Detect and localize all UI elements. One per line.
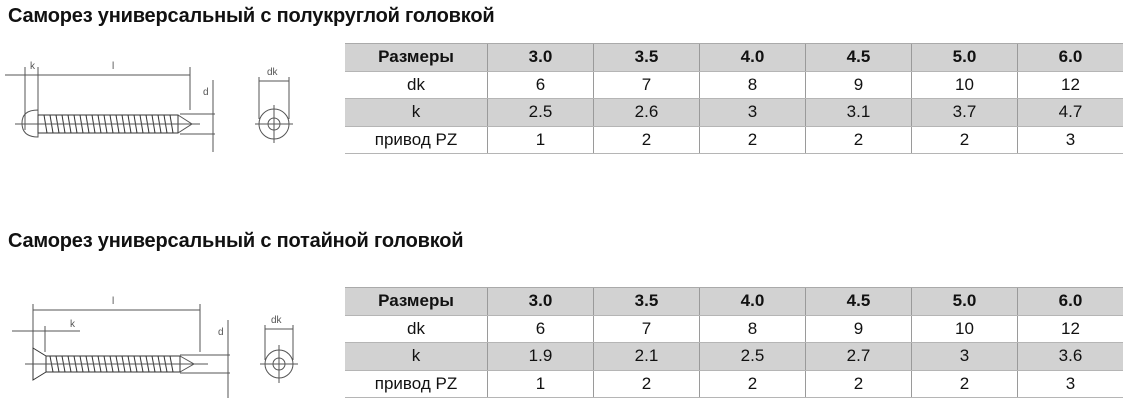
header-cell: 3.0 (487, 43, 594, 72)
cell: 3 (1017, 370, 1123, 398)
table-header-row: Размеры 3.0 3.5 4.0 4.5 5.0 6.0 (345, 43, 1123, 72)
cell: 1 (487, 126, 594, 154)
countersunk-screw-drawing: l k d dk (12, 296, 298, 398)
cell: 3 (699, 98, 806, 127)
table-row: привод PZ 1 2 2 2 2 3 (345, 126, 1123, 154)
cell: 8 (699, 71, 806, 99)
label-k: k (70, 319, 76, 330)
label-d: d (203, 87, 209, 98)
row-label: привод PZ (345, 126, 488, 154)
header-cell: Размеры (345, 287, 488, 316)
header-cell: 4.5 (805, 287, 912, 316)
section1-title: Саморез универсальный с полукруглой голо… (8, 5, 495, 27)
section2-title: Саморез универсальный с потайной головко… (8, 230, 464, 252)
header-cell: 6.0 (1017, 43, 1123, 72)
table-row: k 2.5 2.6 3 3.1 3.7 4.7 (345, 98, 1123, 127)
cell: 12 (1017, 71, 1123, 99)
cell: 10 (911, 71, 1018, 99)
header-cell: 4.0 (699, 43, 806, 72)
header-cell: 6.0 (1017, 287, 1123, 316)
cell: 2 (805, 126, 912, 154)
cell: 4.7 (1017, 98, 1123, 127)
cell: 9 (805, 71, 912, 99)
cell: 2.6 (593, 98, 700, 127)
cell: 2 (911, 126, 1018, 154)
label-l: l (112, 296, 114, 307)
cell: 10 (911, 315, 1018, 343)
header-cell: 4.5 (805, 43, 912, 72)
cell: 6 (487, 71, 594, 99)
table-row: k 1.9 2.1 2.5 2.7 3 3.6 (345, 342, 1123, 371)
cell: 8 (699, 315, 806, 343)
row-label: привод PZ (345, 370, 488, 398)
cell: 2 (593, 370, 700, 398)
cell: 3.6 (1017, 342, 1123, 371)
table-row: dk 6 7 8 9 10 12 (345, 71, 1123, 99)
row-label: k (345, 98, 488, 127)
header-cell: 3.5 (593, 287, 700, 316)
cell: 3 (1017, 126, 1123, 154)
cell: 12 (1017, 315, 1123, 343)
label-d: d (218, 327, 224, 338)
table-row: dk 6 7 8 9 10 12 (345, 315, 1123, 343)
cell: 9 (805, 315, 912, 343)
row-label: k (345, 342, 488, 371)
label-l: l (112, 61, 114, 72)
cell: 2.5 (487, 98, 594, 127)
header-cell: Размеры (345, 43, 488, 72)
cell: 7 (593, 71, 700, 99)
cell: 1 (487, 370, 594, 398)
header-cell: 5.0 (911, 43, 1018, 72)
cell: 2 (699, 126, 806, 154)
cell: 2 (911, 370, 1018, 398)
header-cell: 3.0 (487, 287, 594, 316)
label-dk: dk (267, 67, 279, 78)
cell: 3.1 (805, 98, 912, 127)
header-cell: 4.0 (699, 287, 806, 316)
header-cell: 3.5 (593, 43, 700, 72)
cell: 2 (805, 370, 912, 398)
cell: 2.7 (805, 342, 912, 371)
cell: 2 (699, 370, 806, 398)
cell: 3.7 (911, 98, 1018, 127)
row-label: dk (345, 71, 488, 99)
table-header-row: Размеры 3.0 3.5 4.0 4.5 5.0 6.0 (345, 287, 1123, 316)
table-row: привод PZ 1 2 2 2 2 3 (345, 370, 1123, 398)
cell: 3 (911, 342, 1018, 371)
row-label: dk (345, 315, 488, 343)
cell: 1.9 (487, 342, 594, 371)
header-cell: 5.0 (911, 287, 1018, 316)
pan-head-screw-drawing: k l d dk (5, 61, 293, 152)
size-table-pan-head: Размеры 3.0 3.5 4.0 4.5 5.0 6.0 dk 6 7 8… (345, 43, 1123, 154)
label-k: k (30, 61, 36, 72)
cell: 2.1 (593, 342, 700, 371)
size-table-countersunk: Размеры 3.0 3.5 4.0 4.5 5.0 6.0 dk 6 7 8… (345, 287, 1123, 398)
cell: 2 (593, 126, 700, 154)
cell: 6 (487, 315, 594, 343)
label-dk: dk (271, 315, 283, 326)
cell: 2.5 (699, 342, 806, 371)
cell: 7 (593, 315, 700, 343)
